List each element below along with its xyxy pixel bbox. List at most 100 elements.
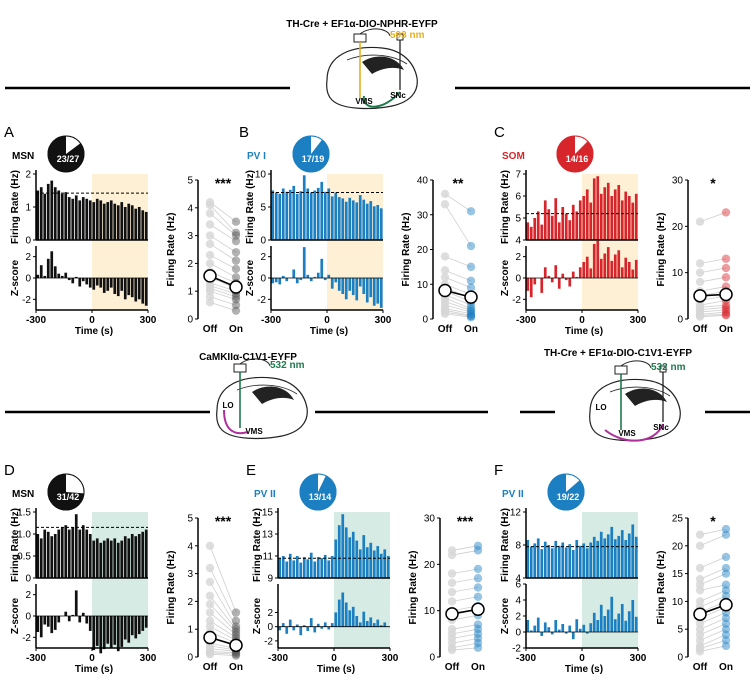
fiber-cable	[239, 358, 271, 367]
region-label: VMS	[245, 427, 263, 436]
panel-letter: B	[239, 124, 249, 141]
pair-tick-label: 20	[672, 541, 684, 552]
off-point	[205, 209, 215, 218]
zscore-bar	[299, 278, 303, 281]
condition-off-label: Off	[203, 662, 218, 673]
on-point	[473, 620, 483, 629]
zscore-bar	[43, 275, 47, 278]
brain-diagram: VMS SNc	[326, 28, 418, 110]
rate-bar	[568, 544, 572, 578]
rate-bar	[334, 192, 338, 240]
brain-outline	[326, 46, 418, 110]
zscore-bar	[526, 278, 530, 291]
pair-connector	[699, 617, 727, 630]
rate-bar	[337, 197, 341, 240]
rate-bar	[88, 534, 92, 578]
pair-connector	[699, 567, 727, 580]
off-point	[695, 586, 705, 595]
zscore-bar	[561, 273, 565, 278]
zscore-bar	[60, 275, 64, 278]
time-tick-label: 300	[382, 653, 399, 664]
zscore-bar	[309, 618, 313, 627]
rate-bar	[92, 202, 96, 240]
rate-bar	[50, 536, 54, 578]
zscore-bar	[285, 278, 289, 282]
on-point	[721, 300, 731, 310]
rate-bar	[313, 190, 317, 240]
pair-connector	[444, 309, 472, 316]
on-point	[473, 638, 483, 648]
rate-bar	[134, 536, 138, 578]
rate-bar	[355, 202, 359, 240]
rate-bar	[589, 202, 593, 240]
off-point	[205, 591, 215, 601]
zscore-bar	[320, 258, 324, 278]
pair-connector	[209, 296, 237, 306]
panel-letter: F	[494, 462, 503, 479]
on-point	[466, 304, 476, 313]
off-point	[440, 266, 450, 275]
rate-bar	[281, 188, 285, 240]
on-point	[466, 207, 476, 216]
zscore-bar	[78, 616, 82, 623]
rate-bar	[130, 205, 134, 240]
off-point	[205, 599, 215, 609]
zscore-bar	[278, 278, 282, 285]
rate-bar	[627, 533, 631, 578]
zscore-bar	[81, 612, 85, 616]
rate-tick-label: 11	[263, 552, 274, 563]
pair-connector	[451, 545, 479, 551]
pair-tick-label: 0	[187, 653, 193, 664]
off-point	[695, 563, 705, 573]
rate-bar	[116, 205, 120, 240]
rate-axis-title: Firing Rate (Hz)	[245, 170, 256, 244]
rate-bar	[568, 220, 572, 240]
pair-tick-label: 3	[187, 231, 193, 242]
condition-on-label: On	[229, 662, 243, 673]
condition-off-label: Off	[203, 324, 218, 335]
significance-stars: *	[710, 513, 716, 529]
optic-ferrule	[353, 33, 367, 43]
zscore-bar	[631, 269, 635, 278]
rate-bar	[365, 203, 369, 240]
rate-bar	[557, 222, 561, 240]
rate-bar	[81, 525, 85, 578]
pair-axis-title: Firing Rate (Hz)	[408, 551, 419, 625]
rate-bar	[288, 553, 292, 578]
pair-tick-label: 5	[187, 176, 193, 187]
experiment-schematic-3: TH-Cre + EF1α-DIO-C1V1-EYFP LO VMS SNc 532 n…	[520, 348, 750, 442]
significance-stars: ***	[457, 513, 474, 529]
rate-bar	[589, 542, 593, 578]
panel-C: C SOM 14/16 4 5 6 7 Firing Rate (Hz) -2 0 2 Z-score…	[494, 124, 733, 337]
zscore-bar	[620, 267, 624, 278]
pair-tick-label: 0	[677, 653, 683, 664]
pair-connector	[699, 313, 727, 316]
zscore-bar	[606, 609, 610, 632]
zscore-bar	[295, 624, 299, 627]
pair-connector	[209, 612, 237, 636]
experiment-schematic-1: TH-Cre + EF1α-DIO-NPHR-EYFP VMS SNc 593 nm	[5, 19, 750, 110]
zscore-bar	[137, 616, 141, 635]
rate-bar	[529, 226, 533, 240]
pair-tick-label: 30	[417, 210, 429, 221]
zscore-bar	[99, 616, 103, 654]
pair-axis-title: Firing Rate (Hz)	[656, 213, 667, 287]
rate-bar	[526, 540, 530, 578]
rate-bar	[109, 540, 113, 578]
rate-bar	[78, 200, 82, 240]
zscore-bar	[36, 616, 40, 632]
rate-bar	[134, 208, 138, 240]
rate-bar	[355, 540, 359, 578]
zscore-bar	[540, 632, 544, 636]
zscore-tick-label: 0	[25, 612, 31, 623]
pair-connector	[699, 584, 727, 591]
zscore-bar	[617, 613, 621, 632]
time-tick-label: 0	[89, 315, 95, 326]
on-point	[466, 241, 476, 251]
on-point	[721, 310, 731, 319]
rate-axis-title: Firing Rate (Hz)	[10, 508, 21, 582]
time-tick-label: 0	[89, 653, 95, 664]
condition-on-label: On	[719, 662, 733, 673]
pair-tick-label: 2	[187, 597, 193, 608]
off-point	[205, 220, 215, 229]
